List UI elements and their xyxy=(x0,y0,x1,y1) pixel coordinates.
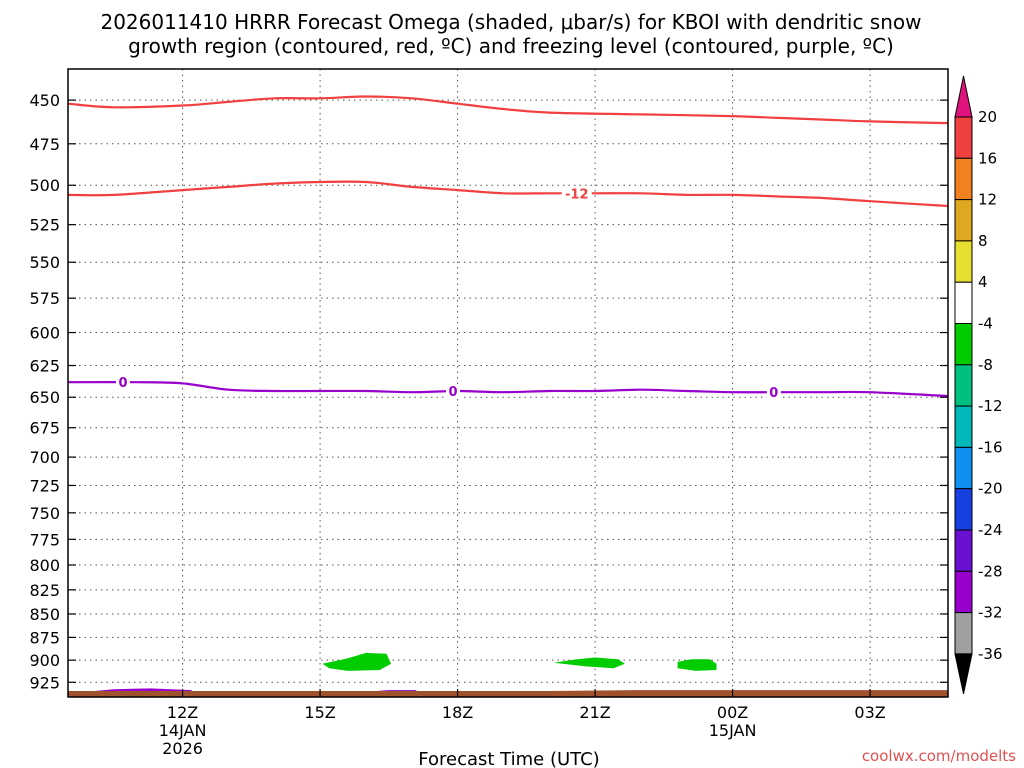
y-tick-label-675: 675 xyxy=(29,419,60,438)
y-tick-label-725: 725 xyxy=(29,476,60,495)
colorbar-label-3: 8 xyxy=(978,232,988,250)
y-tick-label-525: 525 xyxy=(29,216,60,235)
contour-0c-freezing-level xyxy=(68,381,948,398)
chart-title-line2: growth region (contoured, red, ºC) and f… xyxy=(128,34,894,58)
shaded-region-omega-8-to-4-a- xyxy=(322,652,392,671)
colorbar-label-12: -32 xyxy=(978,604,1003,622)
contour--12c-isotherm-lower- xyxy=(68,180,948,208)
y-tick-label-500: 500 xyxy=(29,176,60,195)
colorbar-segment-3 xyxy=(954,240,973,283)
y-tick-label-925: 925 xyxy=(29,673,60,692)
x-tick-label-12Z: 12Z xyxy=(167,703,198,722)
shaded-region-surface xyxy=(68,690,948,697)
colorbar-label-7: -12 xyxy=(978,397,1003,415)
colorbar-label-2: 12 xyxy=(978,191,997,209)
contour--12c-isotherm-lower--label-bg-0 xyxy=(561,186,592,201)
contour-0c-freezing-level-label-bg-1 xyxy=(446,384,460,399)
colorbar-top-triangle xyxy=(954,75,973,118)
y-tick-label-875: 875 xyxy=(29,628,60,647)
contour--12c-isotherm-upper- xyxy=(68,95,948,125)
colorbar-label-1: 16 xyxy=(978,149,997,167)
y-tick-label-700: 700 xyxy=(29,448,60,467)
colorbar-segment-11 xyxy=(954,570,973,614)
colorbar-label-5: -4 xyxy=(978,315,993,333)
plot-frame xyxy=(67,68,949,698)
x-tick-label-18Z: 18Z xyxy=(442,703,473,722)
colorbar-label-6: -8 xyxy=(978,356,993,374)
x-tick-label-03Z: 03Z xyxy=(854,703,885,722)
colorbar-label-0: 20 xyxy=(978,108,997,126)
y-tick-label-900: 900 xyxy=(29,651,60,670)
colorbar-segment-0 xyxy=(954,116,973,159)
chart-title-line1: 2026011410 HRRR Forecast Omega (shaded, … xyxy=(100,10,921,34)
y-tick-label-775: 775 xyxy=(29,530,60,549)
contour-0c-freezing-level-label-1: 0 xyxy=(448,385,457,400)
x-year-label-12Z: 2026 xyxy=(162,739,203,758)
y-tick-label-625: 625 xyxy=(29,357,60,376)
contour-0c-freezing-level-label-bg-2 xyxy=(766,385,781,400)
credit-text: coolwx.com/modelts xyxy=(862,747,1016,765)
colorbar-segment-12 xyxy=(954,612,973,655)
y-tick-label-750: 750 xyxy=(29,504,60,523)
plot-inner: -12 0 0 0 xyxy=(68,69,948,697)
colorbar-label-9: -20 xyxy=(978,480,1003,498)
contour-0c-freezing-level-label-0: 0 xyxy=(118,376,127,391)
y-tick-label-825: 825 xyxy=(29,581,60,600)
colorbar-segment-10 xyxy=(954,529,973,572)
colorbar-segment-8 xyxy=(954,446,973,490)
colorbar-label-10: -24 xyxy=(978,521,1003,539)
colorbar-segment-6 xyxy=(954,364,973,407)
y-tick-label-600: 600 xyxy=(29,324,60,343)
contour--12c-isotherm-lower--label-0: -12 xyxy=(565,187,589,202)
colorbar: 20 16 12 8 4 -4 -8 -12 -16 -20 -24 -28 -32 -36 xyxy=(954,75,1003,695)
colorbar-segment-2 xyxy=(954,199,973,242)
colorbar-segment-4 xyxy=(954,281,973,325)
colorbar-segment-1 xyxy=(954,157,973,201)
x-tick-label-21Z: 21Z xyxy=(579,703,610,722)
x-tick-label-00Z: 00Z xyxy=(717,703,748,722)
x-axis-label: Forecast Time (UTC) xyxy=(418,749,599,768)
shaded-region-omega-8-to-4-b- xyxy=(553,657,625,669)
colorbar-segment-5 xyxy=(954,323,973,366)
contour-0c-freezing-level-label-bg-0 xyxy=(116,375,130,390)
colorbar-label-4: 4 xyxy=(978,273,988,291)
colorbar-label-8: -16 xyxy=(978,438,1003,456)
y-tick-label-800: 800 xyxy=(29,556,60,575)
x-tick-label-15Z: 15Z xyxy=(304,703,335,722)
colorbar-label-11: -28 xyxy=(978,562,1003,580)
x-date-label-00Z: 15JAN xyxy=(709,721,757,740)
colorbar-bottom-triangle xyxy=(954,653,973,695)
contour-0c-freezing-level-label-2: 0 xyxy=(769,386,778,401)
y-tick-label-450: 450 xyxy=(29,91,60,110)
y-tick-label-850: 850 xyxy=(29,605,60,624)
colorbar-segment-7 xyxy=(954,405,973,448)
y-tick-label-475: 475 xyxy=(29,135,60,154)
plot-area: -12 0 0 0 xyxy=(67,68,949,698)
colorbar-segment-9 xyxy=(954,488,973,531)
y-tick-label-575: 575 xyxy=(29,289,60,308)
y-tick-label-550: 550 xyxy=(29,253,60,272)
y-axis: 450 475 500 525 550 575 600 625 650 675 700 725 750 7… xyxy=(29,91,948,692)
colorbar-label-13: -36 xyxy=(978,645,1003,663)
y-tick-label-650: 650 xyxy=(29,388,60,407)
x-date-label-12Z: 14JAN xyxy=(159,721,207,740)
shaded-region-omega-8-to-4-c- xyxy=(677,659,717,671)
